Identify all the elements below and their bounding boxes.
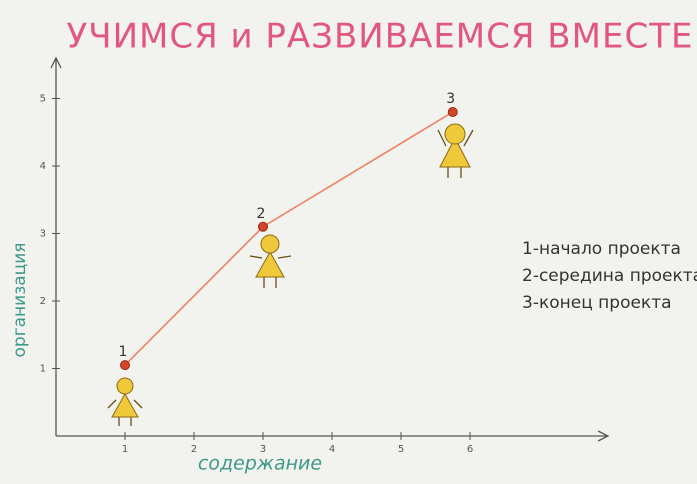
y-axis-label: организация [10, 242, 30, 357]
note: 2-середина проекта [522, 266, 697, 286]
y-tick-label: 3 [40, 229, 46, 240]
point-label: 1 [119, 344, 128, 360]
x-tick-label: 4 [329, 444, 335, 455]
notes: 1-начало проекта 2-середина проекта 3-ко… [522, 239, 697, 313]
x-axis-label: содержание [198, 453, 322, 475]
note: 3-конец проекта [522, 293, 672, 313]
point [259, 222, 268, 231]
x-tick-label: 5 [398, 444, 404, 455]
chart-title: УЧИМСЯ и РАЗВИВАЕМСЯ ВМЕСТЕ [67, 17, 694, 57]
y-tick-label: 1 [40, 364, 46, 375]
point [121, 361, 130, 370]
x-tick-label: 2 [191, 444, 197, 455]
point [448, 108, 457, 117]
chart: УЧИМСЯ и РАЗВИВАЕМСЯ ВМЕСТЕ содержание о… [0, 0, 697, 484]
y-tick-label: 2 [40, 296, 46, 307]
x-tick-label: 1 [122, 444, 128, 455]
y-tick-label: 5 [40, 94, 46, 105]
y-tick-label: 4 [40, 161, 46, 172]
x-tick-label: 6 [467, 444, 473, 455]
note: 1-начало проекта [522, 239, 681, 259]
point-label: 3 [446, 91, 455, 107]
x-tick-label: 3 [260, 444, 266, 455]
point-label: 2 [257, 206, 266, 222]
